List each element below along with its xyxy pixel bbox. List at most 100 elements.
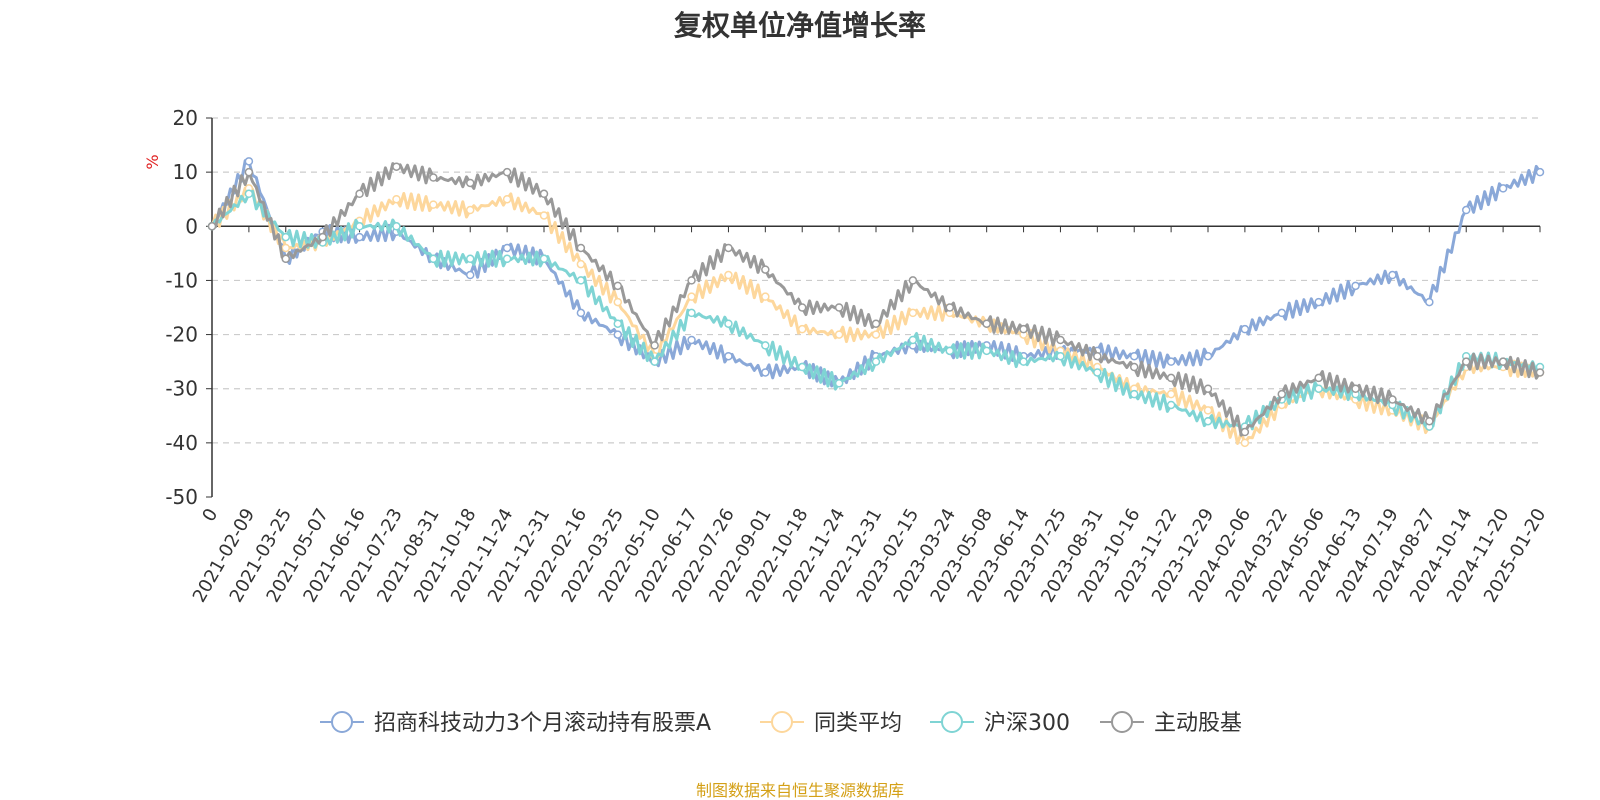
data-point (1461, 205, 1471, 215)
data-point (392, 162, 401, 171)
axes: 20100-10-20-30-40-50%02021-02-092021-03-… (143, 106, 1550, 606)
data-point (465, 270, 475, 280)
data-point (1129, 351, 1139, 361)
source-note: 制图数据来自恒生聚源数据库 (695, 781, 904, 800)
legend-swatch-marker (941, 711, 963, 733)
series-lines (207, 157, 1545, 448)
legend-swatch-marker (1111, 711, 1133, 733)
data-point (355, 232, 364, 242)
data-point (1314, 297, 1323, 307)
data-point (502, 194, 512, 204)
y-axis-label: % (143, 154, 162, 169)
data-point (1425, 416, 1434, 426)
data-point (834, 330, 844, 339)
data-point (1535, 368, 1545, 377)
data-point (576, 259, 586, 269)
y-tick-label: 10 (173, 160, 198, 184)
data-point (797, 324, 807, 334)
data-point (650, 357, 659, 366)
data-point (871, 357, 881, 366)
line-chart: 20100-10-20-30-40-50%02021-02-092021-03-… (143, 106, 1550, 736)
data-point (1498, 184, 1508, 193)
data-point (576, 243, 586, 253)
data-point (945, 346, 955, 356)
data-point (613, 297, 623, 307)
y-tick-label: 0 (185, 214, 198, 238)
y-tick-label: -40 (165, 431, 198, 455)
data-point (244, 189, 254, 199)
data-point (761, 265, 770, 274)
data-point (613, 281, 623, 291)
data-point (355, 222, 364, 231)
data-point (539, 189, 549, 199)
y-tick-label: -50 (165, 485, 198, 509)
data-point (1129, 362, 1139, 372)
data-point (576, 276, 586, 285)
data-point (687, 335, 696, 345)
data-point (908, 276, 918, 285)
data-point (1166, 400, 1176, 410)
data-point (1056, 351, 1065, 361)
data-point (908, 335, 918, 345)
data-point (1314, 373, 1323, 383)
data-point (1093, 351, 1102, 361)
data-point (1240, 438, 1250, 448)
data-point (1314, 384, 1323, 393)
data-point (1461, 357, 1471, 366)
data-point (1203, 384, 1213, 393)
data-point (1056, 335, 1065, 345)
data-point (1093, 368, 1102, 377)
data-point (1166, 373, 1176, 383)
legend-label: 招商科技动力3个月滚动持有股票A (374, 711, 711, 736)
data-point (281, 243, 291, 253)
data-point (429, 200, 438, 209)
y-tick-label: -20 (165, 323, 198, 347)
data-point (1388, 395, 1397, 404)
data-point (871, 330, 881, 339)
data-point (429, 254, 438, 264)
data-point (687, 276, 696, 285)
data-point (761, 341, 770, 350)
data-point (207, 222, 217, 231)
data-point (281, 232, 291, 242)
data-point (281, 254, 291, 264)
data-point (1203, 406, 1213, 415)
data-point (613, 319, 623, 328)
data-point (465, 254, 475, 264)
legend: 招商科技动力3个月滚动持有股票A 同类平均 沪深300 主动股基 (320, 711, 1242, 736)
data-point (1203, 351, 1213, 361)
data-point (465, 205, 475, 215)
data-point (687, 308, 696, 318)
data-point (1240, 427, 1250, 437)
data-point (429, 173, 438, 182)
data-point (318, 232, 327, 242)
data-point (761, 368, 770, 377)
data-point (1388, 270, 1397, 280)
data-point (392, 222, 401, 231)
data-point (355, 189, 364, 199)
data-point (982, 319, 991, 328)
data-point (244, 157, 254, 166)
data-point (687, 292, 696, 301)
data-point (502, 254, 512, 264)
legend-swatch-marker (771, 711, 793, 733)
data-point (1240, 324, 1250, 334)
legend-label: 沪深300 (984, 711, 1070, 736)
data-point (724, 243, 733, 253)
data-point (945, 303, 955, 312)
data-point (576, 308, 586, 318)
data-point (392, 194, 401, 204)
data-point (834, 379, 844, 388)
data-point (1277, 389, 1287, 399)
data-point (1498, 357, 1508, 366)
legend-swatch-marker (331, 711, 353, 733)
data-point (650, 341, 659, 350)
x-tick-label: 0 (198, 505, 222, 525)
data-point (613, 330, 623, 339)
data-point (244, 167, 254, 177)
data-point (797, 303, 807, 312)
data-point (834, 303, 844, 312)
data-point (1166, 357, 1176, 366)
chart-title: 复权单位净值增长率 (673, 9, 926, 42)
data-point (1425, 297, 1434, 307)
